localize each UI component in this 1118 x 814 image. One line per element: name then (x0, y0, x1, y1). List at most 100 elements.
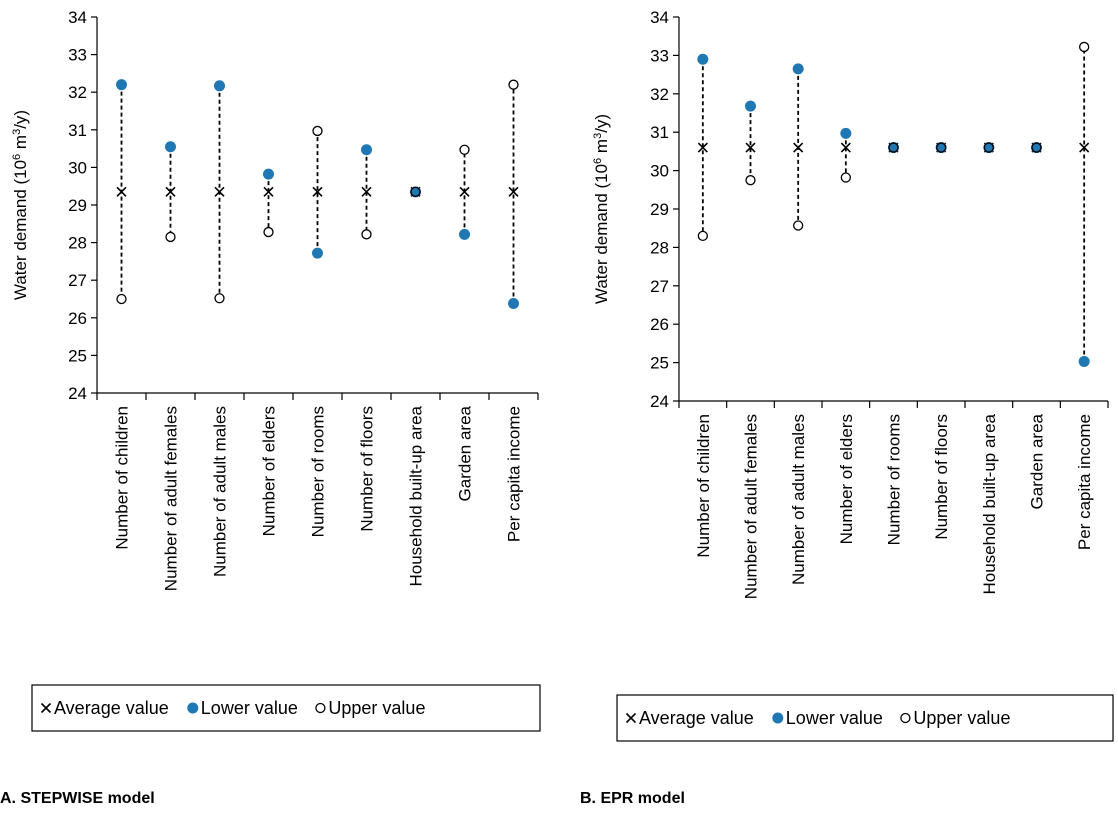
upper-value-marker (888, 142, 899, 153)
lower-value-marker (459, 228, 470, 240)
x-tick-label: Number of adult females (162, 406, 181, 591)
upper-value-marker (793, 220, 804, 231)
legend-label-upper: Upper value (328, 698, 425, 718)
x-tick-label: Number of adult males (211, 406, 230, 577)
lower-value-marker (745, 100, 756, 112)
y-tick-label: 26 (68, 309, 87, 328)
x-tick-label: Per capita income (505, 406, 524, 542)
lower-value-marker (263, 168, 274, 180)
legend-label-lower: Lower value (201, 698, 298, 718)
x-tick-label: Number of elders (837, 414, 856, 544)
y-tick-label: 30 (68, 158, 87, 177)
legend-box (31, 684, 541, 732)
x-tick-label: Number of children (113, 406, 132, 550)
y-tick-label: 34 (650, 8, 669, 27)
y-tick-label: 33 (68, 46, 87, 65)
y-tick-label: 25 (650, 354, 669, 373)
legend-box (616, 694, 1114, 742)
y-tick-label: 26 (650, 315, 669, 334)
x-tick-label: Per capita income (1075, 414, 1094, 550)
lower-value-marker (840, 127, 852, 139)
x-tick-label: Household built-up area (407, 405, 426, 586)
average-value-marker (697, 142, 708, 153)
upper-value-marker (410, 186, 421, 197)
upper-value-marker (116, 293, 127, 305)
lower-value-marker (214, 80, 225, 92)
legend-label-average: Average value (54, 698, 169, 718)
legend-x-icon (40, 702, 52, 714)
average-value-marker (459, 186, 470, 197)
upper-value-marker (983, 142, 994, 153)
x-tick-label: Number of children (694, 414, 713, 558)
lower-value-marker (410, 186, 421, 198)
x-tick-label: Number of rooms (309, 406, 328, 537)
lower-value-marker (116, 79, 127, 91)
y-tick-label: 29 (68, 196, 87, 215)
x-tick-label: Number of rooms (885, 414, 904, 545)
upper-value-marker (1079, 41, 1090, 53)
average-value-marker (745, 142, 756, 153)
x-tick-label: Number of floors (358, 406, 377, 532)
average-value-marker (312, 186, 323, 197)
y-tick-label: 28 (68, 234, 87, 253)
lower-value-marker (165, 141, 176, 153)
average-value-marker (165, 186, 176, 197)
average-value-marker (840, 142, 851, 153)
legend-label-lower: Lower value (786, 708, 883, 728)
panel-caption-a: A. STEPWISE model (0, 790, 155, 807)
x-tick-label: Household built-up area (980, 413, 999, 594)
upper-value-marker (214, 293, 225, 304)
upper-value-marker (840, 172, 851, 183)
upper-value-marker (508, 79, 519, 90)
average-value-marker (1079, 142, 1090, 153)
legend-filled-circle-icon (187, 702, 199, 714)
upper-value-marker (936, 142, 947, 153)
average-value-marker (116, 186, 127, 197)
y-axis-title: Water demand (106 m3/y) (592, 114, 611, 304)
upper-value-marker (312, 125, 323, 137)
chart-panel-a: 24 25 26 27 28 29 30 31 32 33 34 Number of children… (11, 8, 541, 732)
legend-open-circle-icon (315, 702, 326, 714)
y-tick-label: 24 (650, 392, 669, 411)
x-tick-label: Number of floors (932, 414, 951, 540)
average-value-marker (214, 186, 225, 197)
average-value-marker (263, 186, 274, 197)
y-tick-label: 29 (650, 200, 669, 219)
legend-label-upper: Upper value (913, 708, 1010, 728)
lower-value-marker (1078, 355, 1090, 367)
lower-value-marker (935, 142, 947, 154)
y-tick-label: 24 (68, 384, 87, 403)
lower-value-marker (983, 142, 995, 154)
y-tick-label: 33 (650, 46, 669, 65)
lower-value-marker (312, 247, 323, 259)
y-tick-label: 27 (650, 277, 669, 296)
lower-value-marker (792, 63, 804, 75)
upper-value-marker (361, 229, 372, 240)
panel-caption-b: B. EPR model (580, 790, 685, 807)
lower-value-marker (361, 144, 372, 156)
average-value-marker (508, 186, 519, 197)
upper-value-marker (165, 231, 176, 243)
y-tick-label: 31 (650, 123, 669, 142)
lower-value-marker (697, 53, 709, 65)
y-tick-label: 34 (68, 8, 87, 27)
lower-value-marker (508, 298, 519, 310)
average-value-marker (361, 186, 372, 197)
x-tick-label: Number of elders (260, 406, 279, 536)
upper-value-marker (263, 226, 274, 238)
y-tick-label: 25 (68, 346, 87, 365)
y-tick-label: 32 (650, 85, 669, 104)
y-tick-label: 27 (68, 271, 87, 290)
upper-value-marker (1031, 142, 1042, 153)
legend-filled-circle-icon (772, 712, 784, 724)
y-tick-label: 30 (650, 162, 669, 181)
legend-x-icon (625, 712, 637, 724)
legend-label-average: Average value (639, 708, 754, 728)
average-value-marker (793, 142, 804, 153)
y-tick-label: 28 (650, 238, 669, 257)
x-tick-label: Number of adult males (789, 414, 808, 585)
lower-value-marker (888, 142, 899, 154)
y-tick-label: 32 (68, 83, 87, 102)
upper-value-marker (745, 175, 756, 186)
